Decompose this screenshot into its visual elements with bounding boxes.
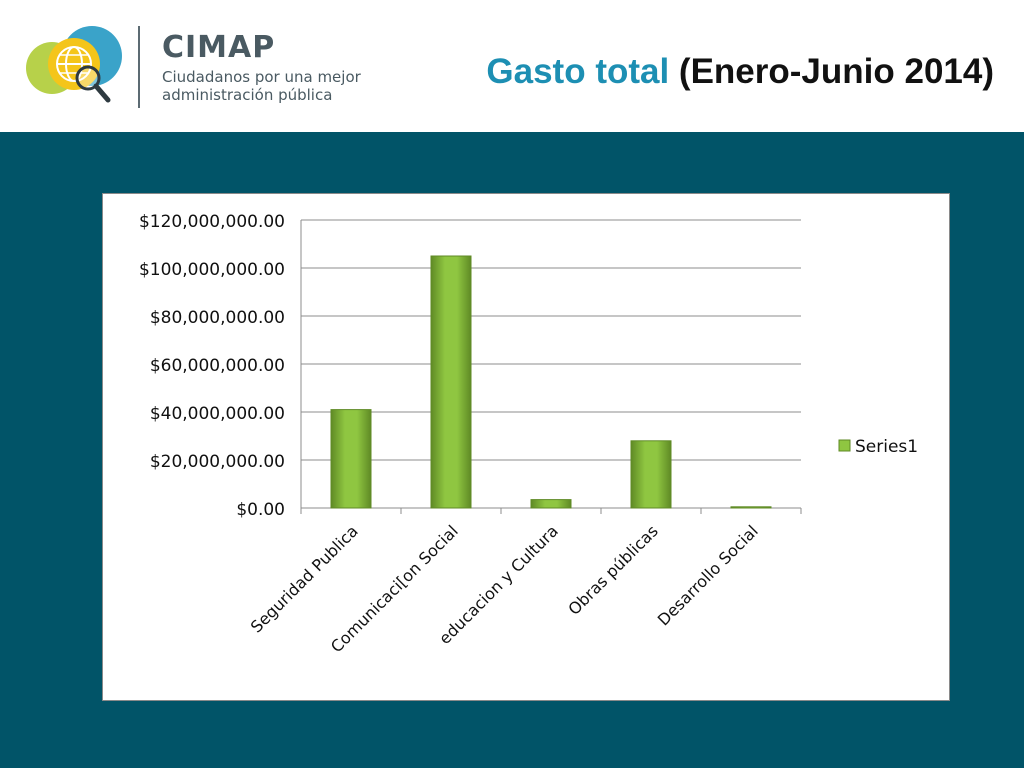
y-tick-label: $0.00: [236, 500, 285, 520]
y-tick-label: $80,000,000.00: [150, 308, 285, 328]
bar: [430, 255, 472, 509]
y-tick-label: $40,000,000.00: [150, 404, 285, 424]
bar: [530, 499, 572, 509]
y-tick-label: $100,000,000.00: [139, 260, 285, 280]
logo-divider: [138, 26, 140, 108]
bar: [630, 440, 672, 509]
y-tick-label: $120,000,000.00: [139, 212, 285, 232]
brand-tagline-line2: administración pública: [162, 86, 333, 104]
bar-chart: $0.00 $20,000,000.00 $40,000,000.00 $60,000…: [139, 212, 918, 656]
legend-label: Series1: [855, 437, 918, 457]
brand-tagline-line1: Ciudadanos por una mejor: [162, 68, 361, 86]
slide-title-accent: Gasto total: [486, 52, 670, 91]
cimap-logo-icon: [26, 26, 122, 103]
legend-swatch: [838, 439, 851, 452]
x-category-label: Seguridad Publica: [247, 521, 362, 636]
x-category-label: Obras públicas: [564, 521, 661, 618]
slide-title: Gasto total (Enero-Junio 2014): [486, 52, 994, 92]
slide-title-period: (Enero-Junio 2014): [669, 52, 994, 91]
y-tick-label: $60,000,000.00: [150, 356, 285, 376]
slide-header: CIMAP Ciudadanos por una mejor administr…: [0, 0, 1024, 132]
y-tick-label: $20,000,000.00: [150, 452, 285, 472]
bar: [730, 506, 772, 509]
bar: [330, 409, 372, 509]
brand-name: CIMAP: [162, 30, 276, 65]
chart-frame: $0.00 $20,000,000.00 $40,000,000.00 $60,000…: [102, 193, 950, 701]
x-category-label: Desarrollo Social: [654, 521, 762, 629]
